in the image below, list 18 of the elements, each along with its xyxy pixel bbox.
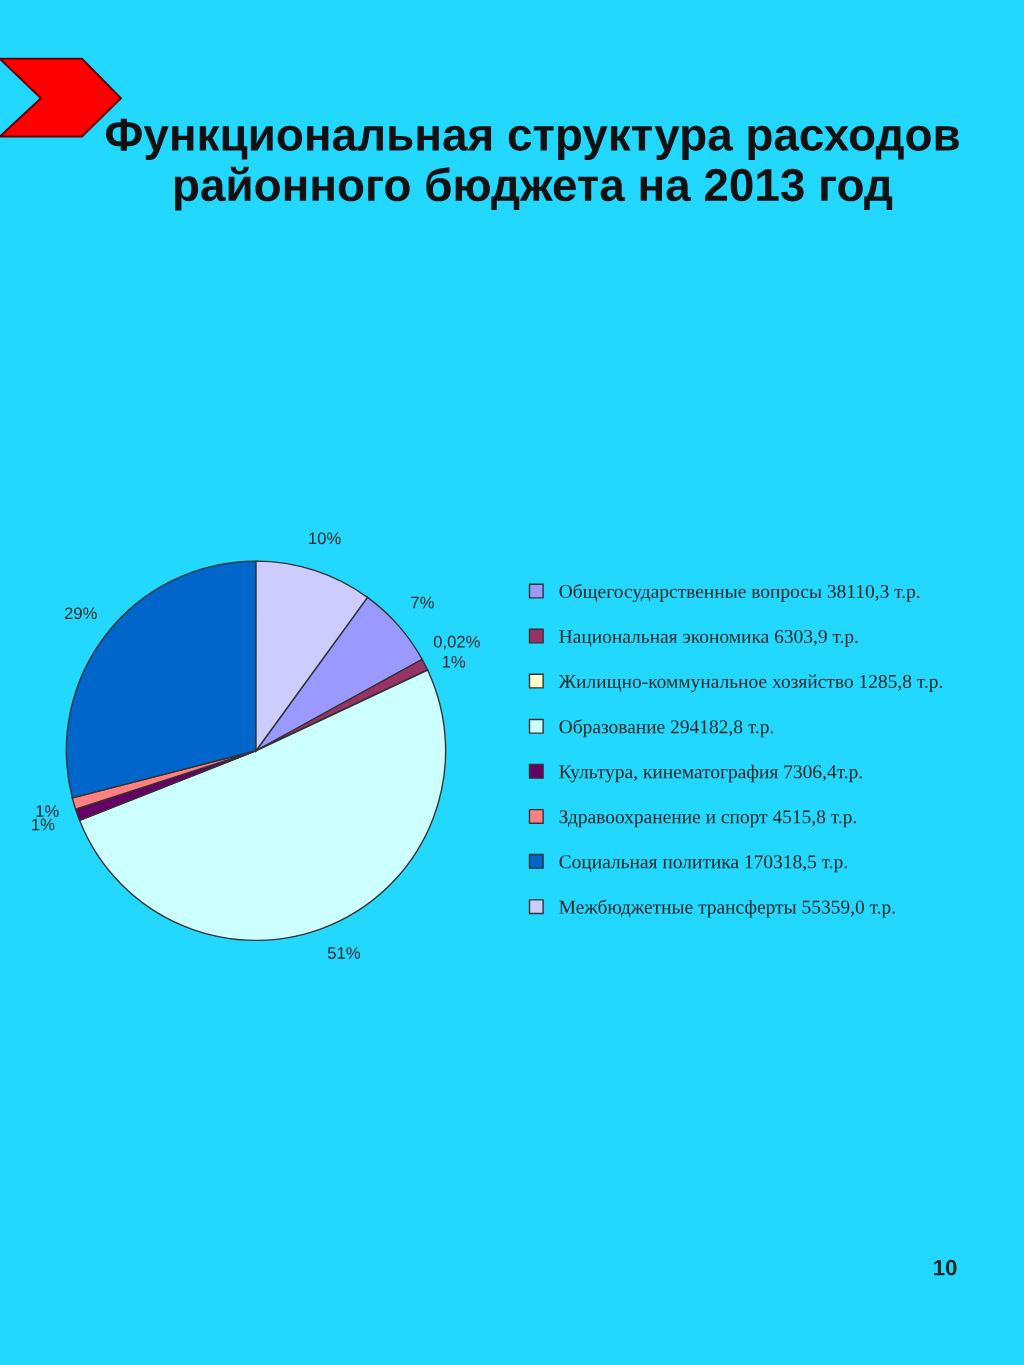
chart-title: Функциональная структура расходов районного бюджета на 2013 год: [105, 118, 959, 211]
data-label: 1%: [36, 805, 59, 817]
legend-label: Общегосударственные вопросы 38110,3 т.р.: [559, 583, 920, 603]
legend-label: Здравоохранение и спорт 4515,8 т.р.: [559, 810, 856, 828]
data-label: 1%: [32, 818, 55, 831]
legend-label: Национальная экономика 6303,9 т.р.: [559, 629, 858, 648]
data-label: 7%: [411, 596, 434, 609]
legend-label: Культура, кинематография 7306,4т.р.: [559, 764, 862, 783]
legend-label: Образование 294182,8 т.р.: [559, 719, 774, 738]
legend-label: Социальная политика 170318,5 т.р.: [559, 855, 847, 873]
legend-label: Межбюджетные трансферты 55359,0 т.р.: [559, 899, 895, 918]
data-label: 51%: [327, 947, 361, 959]
data-label: 29%: [64, 607, 97, 620]
text: 10: [934, 1259, 957, 1276]
data-label: 1%: [442, 656, 466, 668]
data-label: 0,02%: [433, 635, 480, 650]
data-label: 10%: [309, 532, 341, 545]
legend-label: Жилищно-коммунальное хозяйство 1285,8 т.р.: [558, 674, 943, 693]
